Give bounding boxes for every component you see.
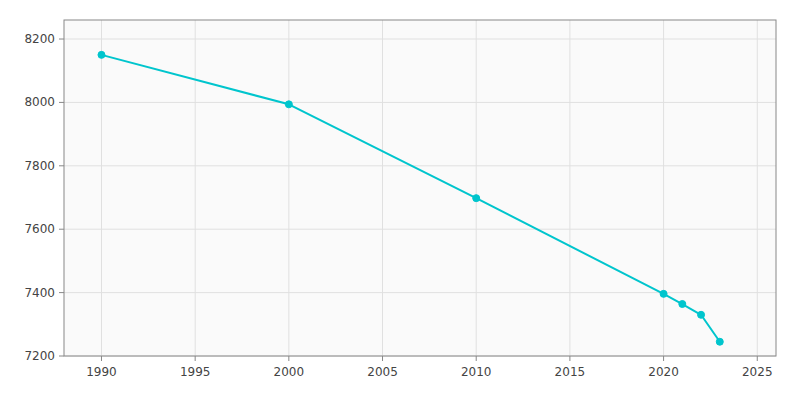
data-layer (98, 51, 723, 345)
x-tick-label: 2020 (648, 365, 679, 379)
x-tick-label: 2000 (274, 365, 305, 379)
y-tick-label: 7200 (24, 349, 55, 363)
x-tick-label: 2010 (461, 365, 492, 379)
x-grid-line (663, 20, 664, 356)
x-tick (101, 356, 102, 361)
x-tick (569, 356, 570, 361)
x-grid-line (288, 20, 289, 356)
x-tick-label: 2025 (742, 365, 773, 379)
y-tick (59, 356, 64, 357)
population-line (101, 55, 719, 342)
y-tick-label: 7600 (24, 222, 55, 236)
y-tick (59, 165, 64, 166)
y-tick-label: 7400 (24, 286, 55, 300)
population-point (285, 101, 292, 108)
y-tick (59, 102, 64, 103)
population-point (473, 195, 480, 202)
y-tick-label: 8200 (24, 32, 55, 46)
axes: 1990 1995 2000 2005 2010 2015 2020 2025 7200 7400… (24, 20, 776, 379)
y-tick-label: 8000 (24, 95, 55, 109)
x-tick (663, 356, 664, 361)
chart-container: 1990 1995 2000 2005 2010 2015 2020 2025 7200 7400… (0, 0, 800, 400)
plot-frame (64, 20, 776, 356)
x-grid-line (476, 20, 477, 356)
plot-background (64, 20, 776, 356)
y-grid-line (64, 102, 776, 103)
x-tick-label: 1995 (180, 365, 211, 379)
x-grid-line (195, 20, 196, 356)
y-tick-label: 7800 (24, 159, 55, 173)
x-tick (757, 356, 758, 361)
x-grid-line (757, 20, 758, 356)
population-point (716, 338, 723, 345)
x-tick (476, 356, 477, 361)
x-tick (382, 356, 383, 361)
y-tick (59, 292, 64, 293)
x-grid-line (569, 20, 570, 356)
population-point (660, 290, 667, 297)
y-tick (59, 39, 64, 40)
x-tick (195, 356, 196, 361)
x-tick-label: 2015 (555, 365, 586, 379)
y-grid-line (64, 229, 776, 230)
y-grid-line (64, 292, 776, 293)
x-grid-line (382, 20, 383, 356)
x-tick (288, 356, 289, 361)
population-point (698, 311, 705, 318)
x-tick-label: 2005 (367, 365, 398, 379)
chart-svg: 1990 1995 2000 2005 2010 2015 2020 2025 7200 7400… (0, 0, 800, 400)
page: {"chart_data": {"type": "line", "x": [19… (0, 0, 800, 400)
grid (64, 20, 776, 356)
population-point (679, 301, 686, 308)
x-tick-label: 1990 (86, 365, 117, 379)
population-point (98, 51, 105, 58)
x-grid-line (101, 20, 102, 356)
y-grid-line (64, 165, 776, 166)
y-tick (59, 229, 64, 230)
y-grid-line (64, 39, 776, 40)
